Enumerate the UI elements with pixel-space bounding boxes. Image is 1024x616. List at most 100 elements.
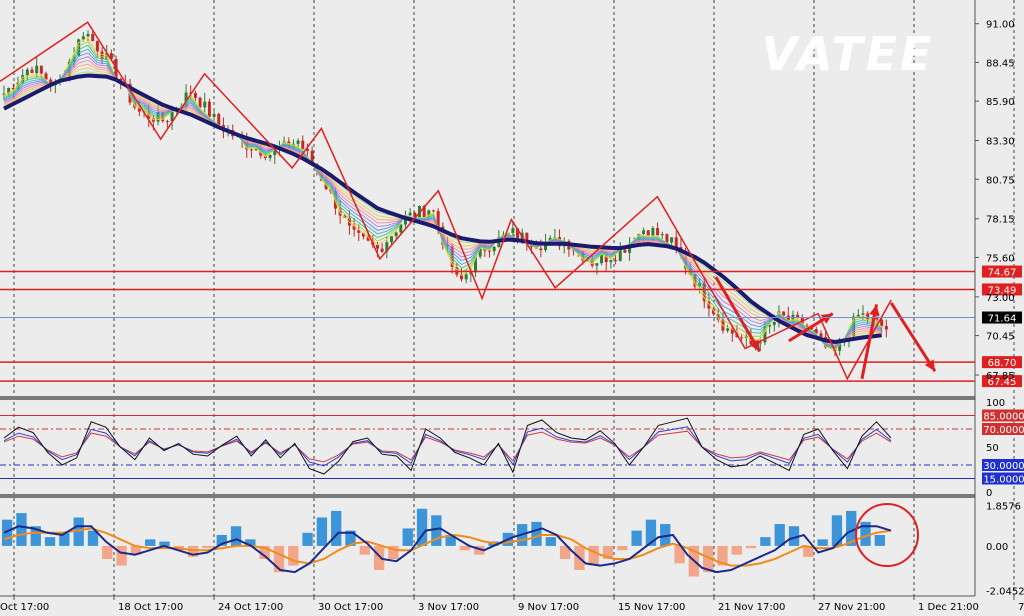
candle-body [730, 328, 734, 334]
macd-bar [803, 545, 814, 557]
candle-body [590, 260, 594, 266]
signal-line [3, 527, 892, 567]
level-tag [982, 356, 1022, 369]
macd-bar [102, 545, 113, 560]
arrow-head [869, 304, 880, 317]
candle-body [380, 248, 384, 252]
candle-body [525, 232, 529, 244]
macd-bar [259, 545, 270, 560]
macd-bar [602, 545, 614, 560]
pane-separator[interactable] [0, 494, 975, 498]
candle-body [81, 36, 85, 40]
macd-bar [703, 545, 714, 573]
candle-body [249, 149, 253, 151]
candle-body [2, 93, 6, 95]
osc-tick-label: 0 [986, 488, 992, 499]
candle-body [95, 41, 99, 52]
price-tick-label: 70.45 [986, 332, 1015, 343]
macd-bar [874, 534, 885, 546]
macd-bar [846, 510, 857, 546]
arrow-head [749, 339, 760, 352]
candle-body [301, 140, 305, 149]
arrow-shaft [889, 302, 937, 373]
ma-main-line [3, 73, 882, 344]
candle-body [469, 272, 473, 275]
macd-bar [316, 517, 328, 546]
candle-body [254, 148, 258, 151]
macd-bar [216, 534, 227, 546]
time-tick-label: 1 Dec 21:00 [918, 602, 979, 613]
macd-bar [717, 545, 728, 566]
candle-body [385, 242, 389, 252]
candle-body [600, 254, 604, 264]
macd-bar [745, 545, 757, 549]
watermark: VATEE [762, 27, 935, 81]
level-tag [982, 311, 1022, 324]
horizontal-levels: 74.67 73.49 71.64 68.70 67.45 [0, 265, 1022, 388]
candle-body [91, 33, 95, 42]
oscillator-pane[interactable]: 85.0000 70.0000 30.0000 15.0000 [0, 409, 1024, 486]
candle-body [450, 246, 454, 267]
candle-body [856, 314, 860, 317]
osc-level-tag-text: 30.0000 [983, 461, 1024, 472]
time-tick-label: 7 Dec 21:00 [1018, 602, 1024, 613]
candle-body [21, 75, 25, 83]
candle-body [805, 325, 809, 327]
price-tick-label: 67.85 [986, 371, 1015, 382]
macd-bar [788, 526, 800, 546]
macd-bar [645, 519, 657, 546]
price-axis[interactable]: 91.00 88.45 85.90 83.30 80.75 78.15 75.60 73.00… [975, 20, 1024, 598]
oscillator-levels: 85.0000 70.0000 30.0000 15.0000 [0, 409, 1024, 486]
candle-body [586, 260, 590, 262]
macd-bar [860, 521, 871, 546]
price-pane[interactable]: 74.67 73.49 71.64 68.70 67.45 VATEE [0, 21, 1022, 388]
macd-bar [202, 545, 213, 549]
candle-body [707, 301, 711, 309]
macd-bar [245, 539, 256, 546]
macd-bar [416, 508, 428, 546]
macd-bar [345, 530, 356, 546]
candle-body [100, 51, 104, 60]
price-tick-label: 88.45 [986, 58, 1015, 69]
candle-body [137, 107, 141, 112]
osc-level-tag [982, 423, 1024, 435]
candle-body [782, 311, 786, 316]
macd-bar [474, 545, 485, 555]
macd-bar [831, 515, 843, 546]
macd-pane[interactable] [2, 503, 919, 577]
macd-lines [3, 525, 892, 574]
ribbon-line [3, 44, 882, 349]
macd-bar [760, 537, 771, 546]
candle-body [880, 319, 884, 327]
time-tick-label: 30 Oct 17:00 [318, 602, 383, 613]
candle-body [516, 228, 520, 240]
price-tick-label: 75.60 [986, 253, 1015, 264]
candle-body [35, 65, 39, 73]
candle-body [726, 328, 730, 331]
candle-body [11, 87, 15, 90]
macd-bar [59, 532, 70, 546]
candle-body [875, 317, 879, 320]
macd-bar [373, 545, 385, 570]
osc-tick-label: 50 [986, 443, 999, 454]
ma-main [3, 73, 882, 344]
macd-bar [302, 532, 313, 546]
time-axis[interactable]: Oct 17:00 18 Oct 17:00 24 Oct 17:00 30 Oct … [0, 596, 1024, 613]
candle-body [763, 326, 767, 343]
candle-body [296, 140, 300, 144]
candle-body [7, 87, 11, 94]
candle-body [305, 148, 309, 151]
candle-body [361, 232, 365, 237]
level-tag-text: 71.64 [988, 314, 1017, 325]
macd-bar [531, 521, 542, 546]
highlight-circle [855, 503, 919, 567]
level-tag-text: 67.45 [988, 377, 1017, 388]
candle-body [670, 237, 674, 243]
macd-bar [145, 539, 156, 546]
pane-separator[interactable] [0, 396, 975, 400]
candle-body [49, 79, 53, 86]
arrow-shaft [860, 304, 879, 380]
ribbon-line [3, 67, 882, 345]
macd-bar [130, 545, 142, 555]
